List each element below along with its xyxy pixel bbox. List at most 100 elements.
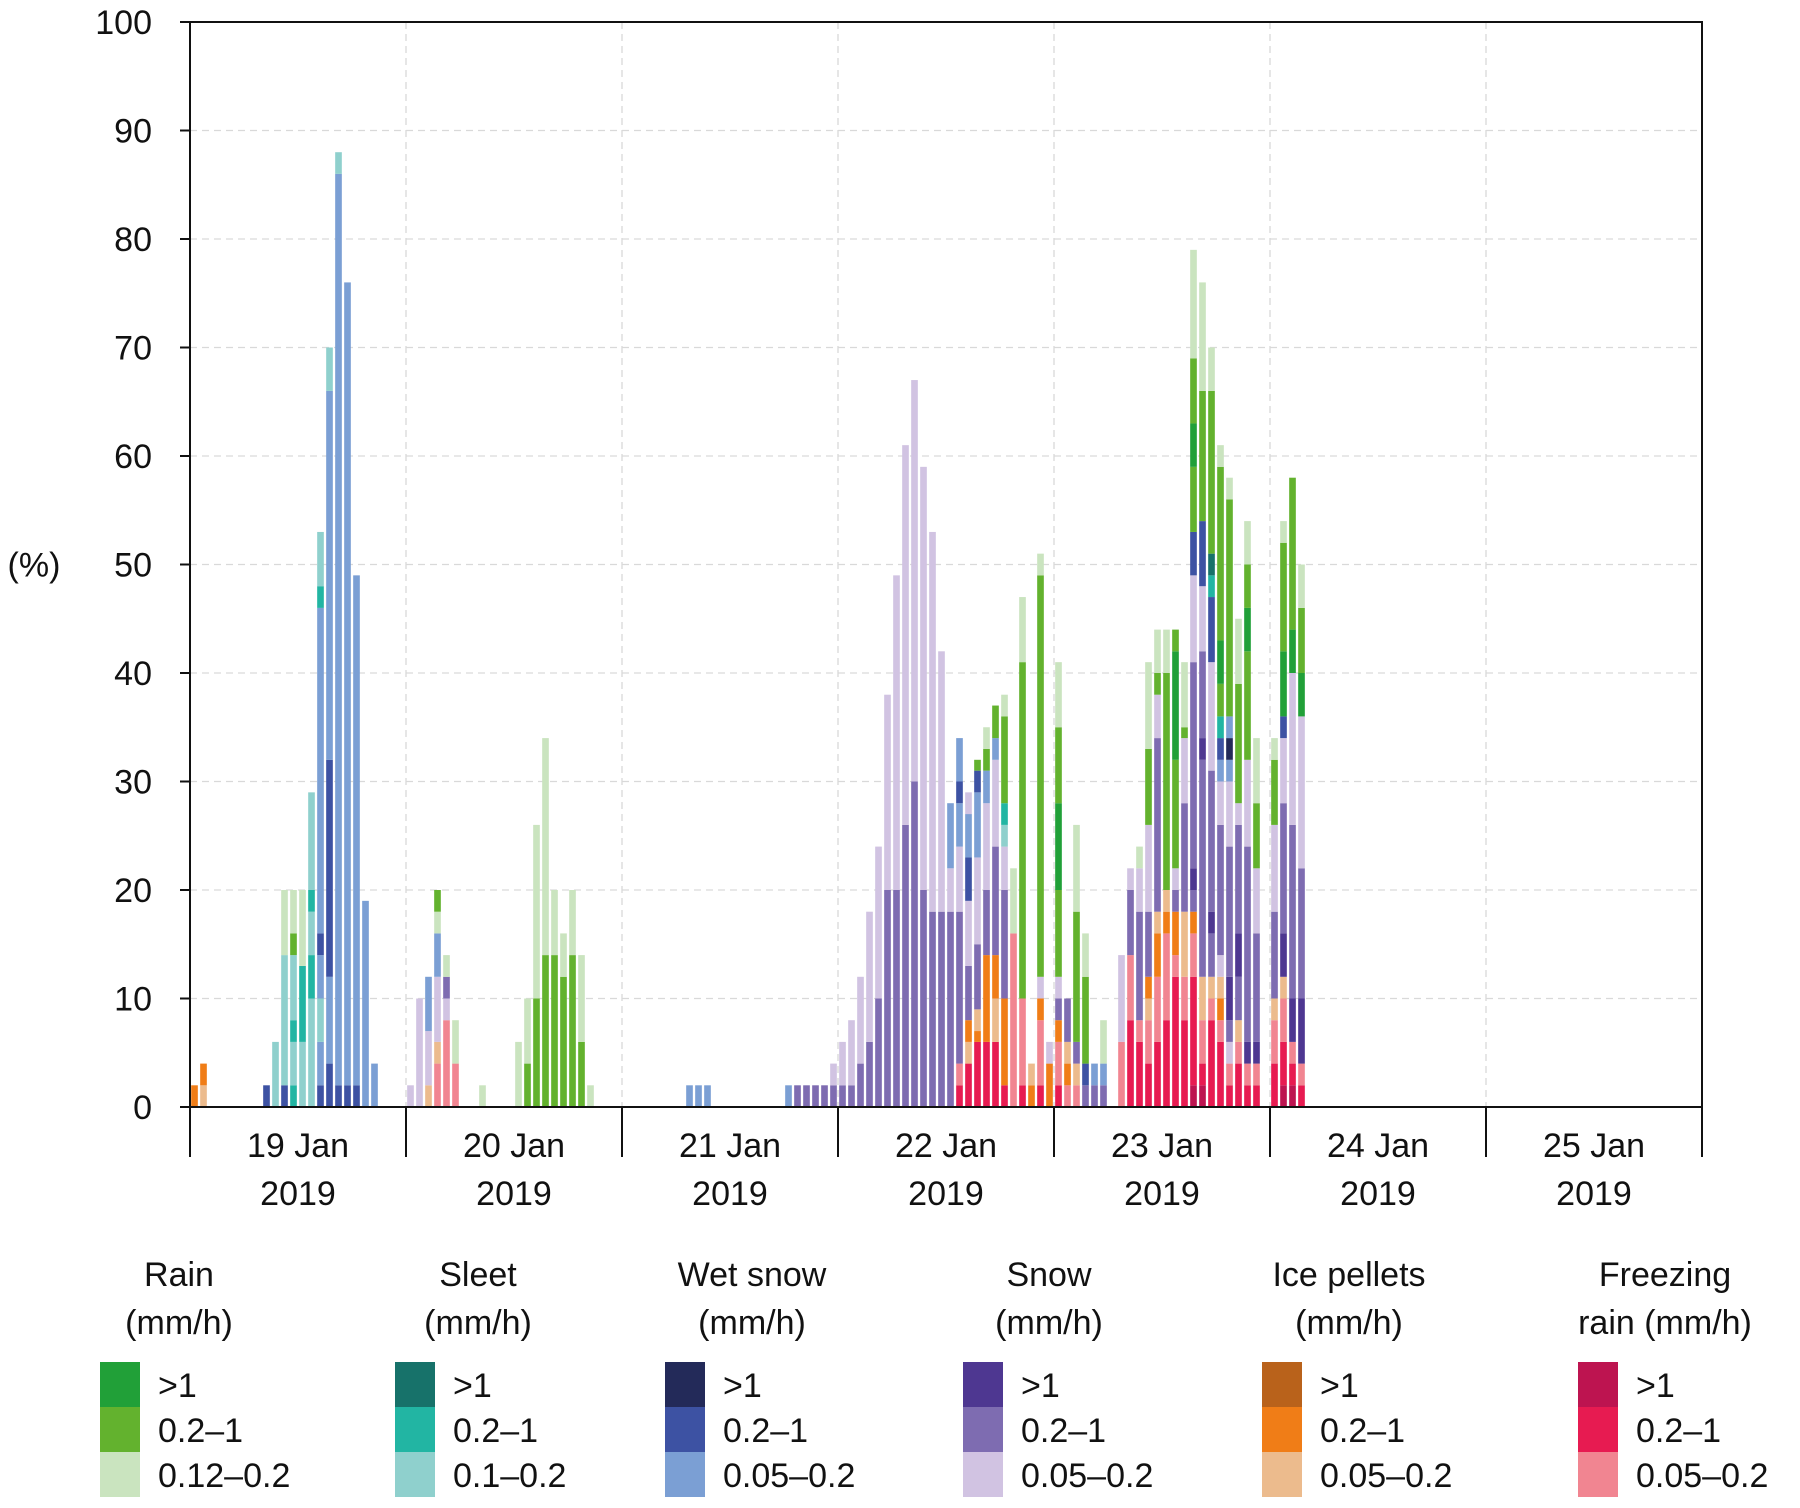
bar-segment-snow-low: [983, 803, 990, 890]
bar-segment-frz-mid: [1289, 1063, 1296, 1086]
bar-segment-wet-mid: [335, 1085, 342, 1107]
bar-segment-rain-gt1: [1244, 607, 1251, 652]
bar-segment-snow-mid: [812, 1085, 819, 1107]
bar-segment-snow-mid: [1280, 803, 1287, 934]
bar-hour-114: [1217, 445, 1224, 1107]
bar-hour-123: [1298, 564, 1305, 1107]
bar-segment-snow-mid: [794, 1085, 801, 1107]
bar-segment-frz-mid: [1235, 1063, 1242, 1107]
bar-hour-95: [1046, 1041, 1053, 1107]
bar-segment-snow-mid: [866, 1041, 873, 1107]
bar-segment-snow-mid: [1199, 759, 1206, 977]
bar-segment-frz-low: [1280, 998, 1287, 1042]
legend-group-3: Snow (mm/h) >1 0.2–1 0.05–0.2: [963, 1256, 1153, 1497]
bar-hour-100: [1091, 1063, 1098, 1107]
legend-label: 0.05–0.2: [723, 1457, 855, 1495]
bar-segment-sleet-low: [317, 531, 324, 587]
bar-segment-frz-low: [1055, 1041, 1062, 1086]
legend-label: >1: [1320, 1367, 1359, 1405]
bar-segment-wet-mid: [1208, 597, 1215, 663]
legend-group-5: Freezing rain (mm/h) >1 0.2–1 0.05–0.2: [1578, 1256, 1768, 1497]
legend-label: >1: [1021, 1367, 1060, 1405]
bar-segment-wet-low: [371, 1063, 378, 1107]
bar-segment-snow-mid: [1208, 933, 1215, 977]
bar-segment-snow-gt1: [1280, 933, 1287, 977]
bar-segment-wet-mid: [1082, 1063, 1089, 1086]
bar-segment-rain-low: [434, 911, 441, 934]
bar-segment-rain-mid: [974, 759, 981, 771]
bar-segment-rain-gt1: [1172, 651, 1179, 760]
bar-hour-0: [191, 1085, 198, 1107]
y-tick-label: 80: [114, 221, 152, 259]
bar-segment-rain-low: [1235, 618, 1242, 684]
bar-segment-snow-low: [1280, 738, 1287, 804]
bar-segment-snow-low: [839, 1041, 846, 1086]
bar-segment-snow-low: [902, 445, 909, 825]
x-day-label: 19 Jan: [247, 1127, 349, 1165]
legend-title: Ice pellets: [1272, 1256, 1425, 1294]
bar-segment-frz-low: [1289, 1041, 1296, 1064]
bar-segment-rain-mid: [992, 705, 999, 739]
bar-segment-snow-low: [938, 651, 945, 912]
bar-segment-frz-mid: [1163, 1020, 1170, 1107]
bar-segment-wet-low: [425, 976, 432, 1032]
bar-segment-ice-low: [1199, 976, 1206, 1021]
bar-segment-frz-low: [1226, 1063, 1233, 1086]
bar-segment-rain-low: [1244, 521, 1251, 565]
bar-hour-15: [326, 347, 333, 1107]
legend-label: >1: [158, 1367, 197, 1405]
bar-segment-snow-low: [884, 694, 891, 890]
bar-segment-frz-mid: [1253, 1085, 1260, 1107]
bar-segment-rain-low: [578, 955, 585, 1042]
bar-segment-frz-mid: [965, 1063, 972, 1107]
legend-label: 0.05–0.2: [1021, 1457, 1153, 1495]
bar-segment-ice-low: [1208, 976, 1215, 999]
bar-segment-wet-low: [353, 575, 360, 1086]
bar-hour-91: [1010, 868, 1017, 1107]
bar-segment-rain-mid: [560, 976, 567, 1107]
bar-segment-wet-low: [956, 738, 963, 782]
bar-segment-snow-mid: [947, 911, 954, 1107]
bar-segment-snow-mid: [1127, 890, 1134, 956]
bar-segment-frz-low: [1217, 1020, 1224, 1042]
bar-segment-frz-low: [1163, 933, 1170, 1021]
bar-hour-57: [704, 1085, 711, 1107]
bar-segment-snow-low: [992, 759, 999, 847]
bar-segment-snow-mid: [848, 1085, 855, 1107]
legend-title: Sleet: [439, 1256, 517, 1294]
bar-segment-snow-mid: [983, 890, 990, 956]
bar-segment-frz-mid: [956, 1085, 963, 1107]
bar-segment-snow-gt1: [1208, 911, 1215, 934]
bar-segment-rain-mid: [1253, 803, 1260, 869]
bar-hour-26: [425, 976, 432, 1107]
bar-segment-rain-low: [1001, 694, 1008, 717]
bar-hour-80: [911, 380, 918, 1107]
bar-segment-snow-low: [929, 531, 936, 912]
bar-segment-frz-low: [1298, 1063, 1305, 1086]
bar-segment-snow-low: [893, 575, 900, 890]
bar-segment-frz-mid: [974, 1041, 981, 1107]
bar-segment-rain-mid: [1244, 651, 1251, 760]
x-year-label: 2019: [908, 1175, 984, 1213]
bar-segment-snow-low: [425, 1031, 432, 1086]
legend-title: (mm/h): [125, 1304, 233, 1342]
bar-segment-wet-low: [317, 955, 324, 999]
bar-segment-snow-mid: [893, 890, 900, 1107]
bar-segment-frz-low: [1154, 976, 1161, 1042]
bar-hour-70: [821, 1085, 828, 1107]
bar-hour-85: [956, 738, 963, 1107]
bar-segment-rain-low: [1037, 553, 1044, 576]
bar-hour-17: [344, 282, 351, 1107]
bar-segment-ice-mid: [1163, 911, 1170, 934]
bar-segment-frz-low: [443, 1020, 450, 1107]
legend-label: 0.2–1: [1320, 1412, 1405, 1450]
bar-segment-snow-low: [947, 868, 954, 912]
bar-hour-66: [785, 1085, 792, 1107]
legend-title: (mm/h): [424, 1304, 532, 1342]
bar-hour-97: [1064, 998, 1071, 1107]
bar-segment-snow-low: [1244, 759, 1251, 847]
bar-segment-rain-low: [1019, 597, 1026, 663]
y-tick-label: 70: [114, 330, 152, 368]
bar-segment-sleet-low: [308, 792, 315, 890]
y-axis-label: (%): [8, 547, 61, 585]
